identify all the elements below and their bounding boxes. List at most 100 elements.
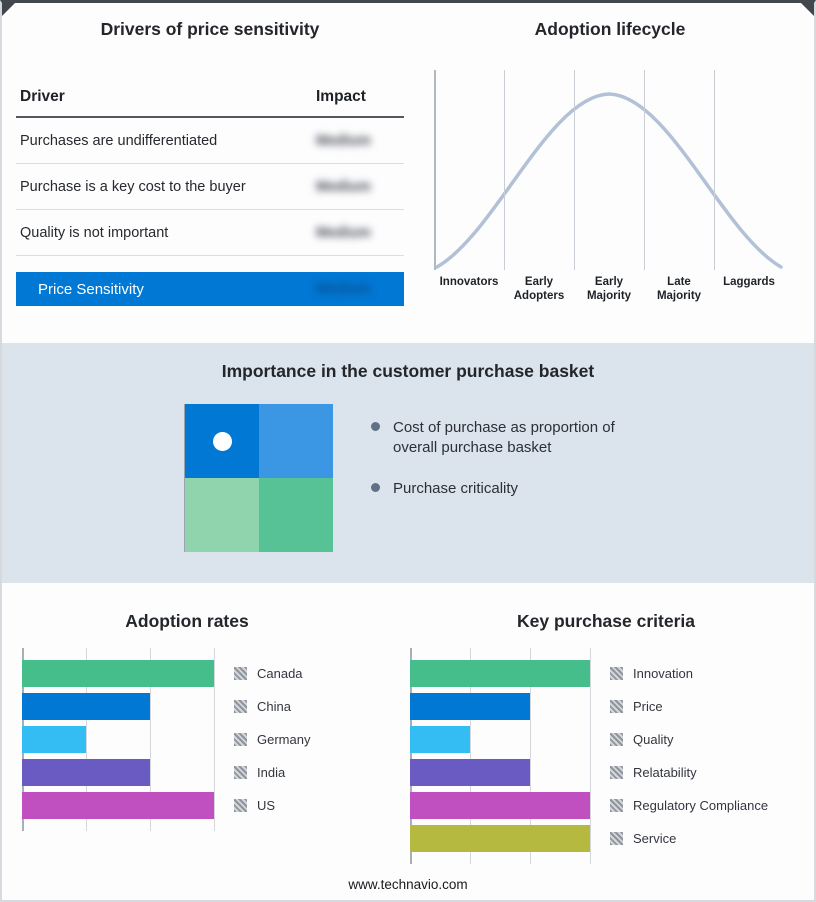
bar-us (22, 792, 214, 819)
chart-gridline (590, 648, 592, 864)
price-sensitivity-label: Price Sensitivity (38, 280, 144, 298)
adoption-rates-chart: Adoption rates Canada China Germany India US (22, 583, 352, 831)
legend-label: Relatability (633, 765, 697, 780)
impact-value-redacted: Medium (316, 224, 371, 241)
purchase-basket-content: Cost of purchase as proportion of overal… (2, 404, 814, 552)
chart-legend: Canada China Germany India US (234, 648, 310, 831)
legend-label: China (257, 699, 291, 714)
top-section: Drivers of price sensitivity Driver Impa… (2, 3, 814, 343)
legend-item: China (234, 693, 310, 720)
chart-gridline (150, 648, 151, 831)
impact-value-redacted: Medium (316, 132, 371, 149)
legend-label: Innovation (633, 666, 693, 681)
price-sensitivity-title: Drivers of price sensitivity (100, 19, 320, 39)
legend-swatch-icon (234, 799, 247, 812)
bar-relatability (410, 759, 531, 786)
bar-china (22, 693, 150, 720)
legend-swatch-icon (610, 733, 623, 746)
purchase-basket-band: Importance in the customer purchase bask… (2, 343, 814, 583)
lifecycle-stage-label: Early Adopters (513, 276, 565, 302)
legend-label: Quality (633, 732, 674, 747)
legend-swatch-icon (234, 700, 247, 713)
legend-label: Germany (257, 732, 311, 747)
key-purchase-criteria-title: Key purchase criteria (516, 611, 695, 631)
bar-plot (22, 648, 222, 831)
bar-quality (410, 726, 471, 753)
bar-india (22, 759, 150, 786)
legend-swatch-icon (234, 667, 247, 680)
chart-gridline (530, 648, 532, 864)
bottom-section: Adoption rates Canada China Germany India US… (2, 583, 814, 900)
legend-item: Price (610, 693, 768, 720)
lifecycle-curve-path (435, 92, 783, 269)
bullet-item: Purchase criticality (371, 479, 633, 499)
legend-swatch-icon (610, 799, 623, 812)
legend-swatch-icon (610, 667, 623, 680)
stage-gridline (714, 70, 715, 270)
y-axis-line (434, 70, 436, 270)
driver-cell: Purchase is a key cost to the buyer (20, 178, 246, 195)
stage-gridline (574, 70, 575, 270)
legend-label: Price (633, 699, 663, 714)
quadrant-cell-bottom-left (185, 478, 259, 552)
price-sensitivity-value-redacted: Medium (316, 281, 371, 297)
quadrant-cell-top-right (259, 404, 333, 478)
bullet-item: Cost of purchase as proportion of overal… (371, 418, 633, 457)
legend-item: India (234, 759, 310, 786)
bar-plot (410, 648, 598, 864)
lifecycle-stage-label: Late Majority (656, 276, 702, 302)
bar-germany (22, 726, 86, 753)
bar-service (410, 825, 591, 852)
key-purchase-criteria-chart: Key purchase criteria Innovation Price Qua… (410, 583, 802, 864)
adoption-lifecycle-panel: Adoption lifecycle Innovators Early Adopt… (418, 3, 802, 304)
impact-column-header: Impact (316, 88, 366, 105)
impact-value-redacted: Medium (316, 178, 371, 195)
dot-marker-icon (213, 432, 232, 451)
legend-swatch-icon (610, 832, 623, 845)
legend-item: Quality (610, 726, 768, 753)
adoption-rates-title: Adoption rates (125, 611, 249, 631)
legend-item: Innovation (610, 660, 768, 687)
driver-table-body: Purchases are undifferentiated Medium Purc… (16, 118, 404, 256)
chart-gridline (86, 648, 87, 831)
legend-item: Canada (234, 660, 310, 687)
chart-body: Canada China Germany India US (22, 648, 352, 831)
lifecycle-plot (434, 70, 784, 270)
bar-regulatory-compliance (410, 792, 591, 819)
table-row: Purchase is a key cost to the buyer Mediu… (16, 164, 404, 210)
driver-cell: Quality is not important (20, 224, 169, 241)
legend-item: Relatability (610, 759, 768, 786)
driver-cell: Purchases are undifferentiated (20, 132, 218, 149)
purchase-basket-title: Importance in the customer purchase bask… (221, 361, 595, 381)
quadrant-cell-bottom-right (259, 478, 333, 552)
legend-swatch-icon (234, 733, 247, 746)
stage-gridline (504, 70, 505, 270)
chart-gridline (214, 648, 215, 831)
lifecycle-labels: Innovators Early Adopters Early Majority La… (434, 276, 784, 304)
table-row: Purchases are undifferentiated Medium (16, 118, 404, 164)
chart-body: Innovation Price Quality Relatability Regula… (410, 648, 802, 864)
lifecycle-stage-label: Innovators (439, 276, 499, 288)
table-row: Quality is not important Medium (16, 210, 404, 256)
website-url: www.technavio.com (348, 877, 468, 892)
bar-innovation (410, 660, 591, 687)
lifecycle-stage-label: Early Majority (586, 276, 632, 302)
legend-label: Regulatory Compliance (633, 798, 769, 813)
legend-item: US (234, 792, 310, 819)
bullet-text: Purchase criticality (393, 480, 519, 497)
corner-fold-icon (2, 3, 15, 16)
legend-label: Service (633, 831, 677, 846)
stage-gridline (644, 70, 645, 270)
driver-column-header: Driver (20, 88, 65, 105)
bullet-icon (371, 483, 380, 492)
legend-label: Canada (257, 666, 303, 681)
chart-axis-line (410, 648, 412, 864)
bar-canada (22, 660, 214, 687)
lifecycle-stage-label: Laggards (723, 276, 775, 288)
legend-swatch-icon (234, 766, 247, 779)
corner-fold-icon (801, 3, 814, 16)
basket-bullets: Cost of purchase as proportion of overal… (371, 418, 633, 521)
bullet-icon (371, 422, 380, 431)
bar-price (410, 693, 531, 720)
